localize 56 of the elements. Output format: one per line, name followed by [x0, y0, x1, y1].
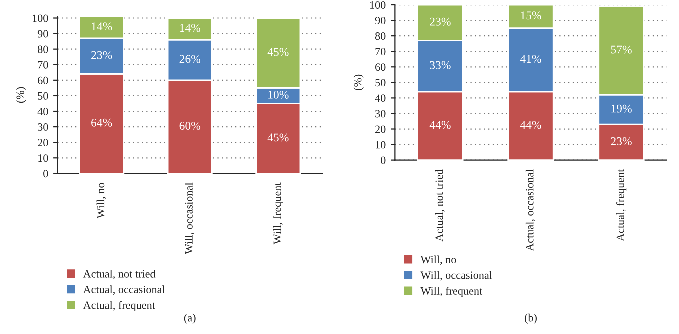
x-tick-label: Actual, occasional: [526, 170, 536, 252]
y-tick-label: 50: [376, 79, 386, 87]
data-label: 44%: [520, 121, 542, 130]
data-label: 23%: [430, 18, 451, 26]
data-label: 10%: [268, 90, 289, 99]
y-tick-label: 20: [376, 126, 386, 134]
y-axis-title: (%): [354, 74, 364, 91]
data-label: 23%: [611, 137, 632, 146]
legend-label: Will, occasional: [420, 271, 492, 281]
text: (b): [524, 314, 537, 324]
y-tick-label: 40: [38, 108, 48, 116]
legend-label: Will, frequent: [420, 287, 483, 298]
y-tick-label: 10: [376, 141, 386, 149]
data-label: 14%: [92, 22, 112, 31]
data-label: 41%: [520, 55, 542, 64]
y-tick-label: 80: [375, 32, 386, 40]
data-label: 23%: [92, 51, 112, 60]
x-tick-label: Will, occasional: [185, 182, 194, 254]
y-tick-label: 0: [381, 156, 386, 164]
y-tick-label: 100: [33, 14, 48, 22]
data-label: 33%: [430, 61, 451, 70]
y-tick-label: 40: [375, 94, 386, 102]
y-tick-label: 80: [38, 46, 48, 54]
data-label: 26%: [180, 55, 201, 64]
y-tick-label: 50: [38, 92, 48, 100]
data-label: 15%: [521, 12, 542, 20]
legend-label: Actual, occasional: [83, 286, 166, 296]
y-tick-label: 70: [376, 48, 386, 56]
y-tick-label: 10: [38, 154, 48, 162]
data-label: 44%: [430, 121, 451, 130]
y-tick-label: 60: [376, 64, 386, 72]
x-tick-label: Will, frequent: [273, 182, 284, 245]
y-tick-label: 30: [38, 124, 48, 132]
y-tick-label: 100: [370, 1, 386, 9]
data-label: 45%: [268, 48, 289, 56]
data-label: 19%: [612, 104, 632, 113]
legend-label: Actual, frequent: [83, 301, 156, 312]
y-tick-label: 60: [38, 76, 48, 84]
y-tick-label: 70: [38, 61, 48, 69]
y-axis-title: (%): [16, 87, 26, 104]
x-tick-label: Actual, not tried: [435, 169, 445, 242]
data-label: 57%: [611, 46, 632, 54]
y-tick-label: 90: [38, 30, 48, 38]
legend-label: Actual, not tried: [83, 270, 156, 280]
data-label: 64%: [92, 118, 112, 127]
data-label: 45%: [268, 134, 289, 142]
x-tick-label: Will, no: [96, 183, 106, 219]
y-tick-label: 30: [376, 110, 386, 118]
y-tick-label: 0: [44, 170, 48, 178]
x-tick-label: Actual, frequent: [616, 169, 627, 242]
legend-label: Will, no: [420, 256, 456, 266]
y-tick-label: 90: [375, 17, 386, 25]
data-label: 60%: [180, 122, 201, 130]
text: (a): [184, 314, 196, 324]
y-tick-label: 20: [38, 139, 48, 147]
data-label: 14%: [180, 24, 201, 32]
